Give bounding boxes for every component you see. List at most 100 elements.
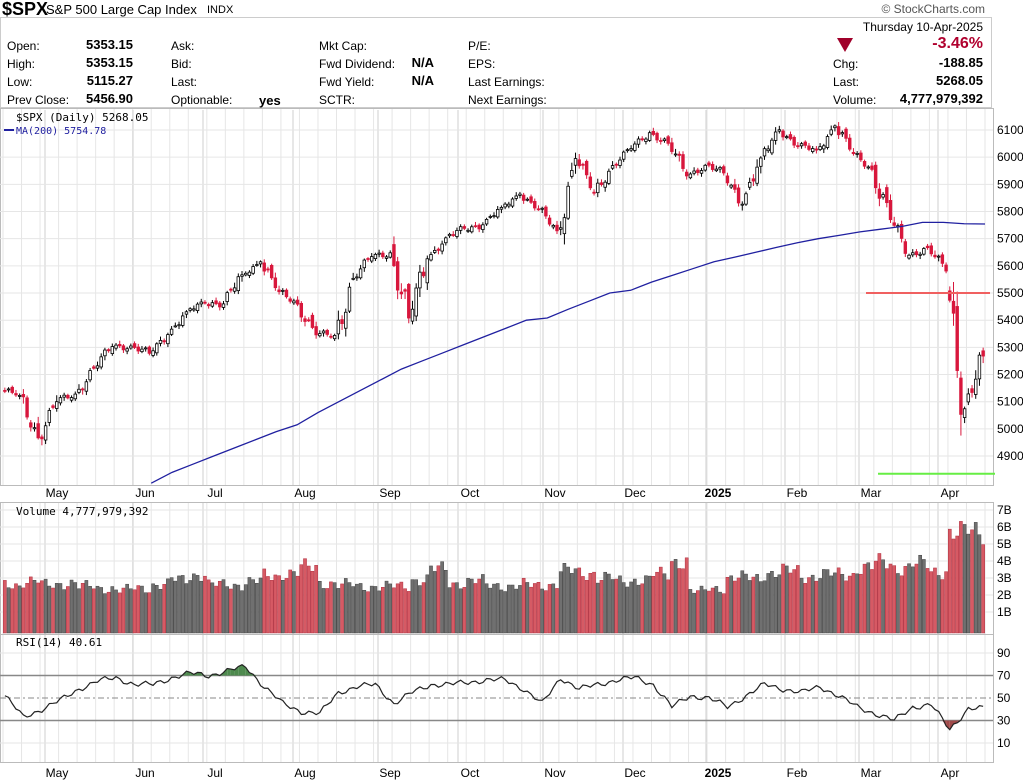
volume-bar: [69, 579, 74, 634]
volume-bar: [759, 581, 763, 634]
candle-body: [770, 139, 774, 154]
volume-bar: [28, 576, 33, 634]
volume-bar: [399, 581, 404, 634]
candle-body: [43, 425, 48, 441]
volume-bar: [822, 569, 826, 634]
volume-bar: [651, 576, 656, 634]
candle-body: [888, 200, 893, 221]
bid-label: Bid:: [171, 57, 192, 71]
volume-bar: [384, 580, 389, 634]
candle-body: [214, 300, 218, 305]
volume-bar: [192, 573, 196, 634]
price-tick-label: 6000: [997, 150, 1023, 164]
candle-body: [647, 132, 652, 141]
last-label: Last:: [833, 75, 860, 89]
volume-bar: [951, 538, 956, 634]
volume-bar: [310, 570, 315, 634]
candle-body: [151, 350, 155, 356]
volume-bar: [903, 566, 908, 634]
candle-body: [25, 397, 29, 418]
candle-body: [55, 401, 59, 409]
price-tick-label: 5900: [997, 177, 1023, 191]
candle-body: [403, 289, 407, 292]
down-triangle-icon: [837, 38, 853, 52]
candle-body: [325, 329, 329, 335]
volume-bar: [169, 577, 174, 634]
volume-bar: [673, 559, 678, 634]
volume-bar: [892, 565, 897, 634]
candle-body: [269, 265, 274, 279]
candle-body: [362, 259, 367, 269]
candle-body: [21, 394, 26, 398]
chg-label: Chg:: [833, 57, 859, 71]
volume-bar: [17, 585, 22, 634]
volume-bar: [125, 583, 129, 634]
volume-bar: [206, 579, 211, 634]
x-tick-label-top: Apr: [941, 486, 960, 500]
volume-bar: [84, 580, 89, 634]
candle-body: [618, 159, 622, 166]
candle-body: [636, 138, 641, 145]
volume-bar: [896, 573, 900, 634]
volume-bar: [243, 584, 248, 634]
volume-bar: [299, 564, 304, 634]
candle-body: [677, 153, 681, 156]
volume-bar: [351, 586, 355, 634]
volume-bar: [258, 577, 263, 634]
candle-body: [73, 393, 77, 400]
candle-body: [162, 340, 166, 343]
volume-bar: [962, 524, 967, 634]
candle-body: [859, 152, 863, 161]
volume-bar: [429, 565, 433, 634]
candle-body: [340, 319, 344, 324]
candle-body: [395, 261, 400, 291]
candle-body: [484, 219, 489, 225]
volume-bar: [184, 583, 189, 634]
candle-body: [240, 274, 244, 277]
volume-bar: [855, 573, 859, 634]
candle-body: [596, 182, 600, 194]
candle-body: [132, 343, 137, 348]
volume-bar: [881, 559, 885, 634]
brand-link[interactable]: © StockCharts.com: [881, 2, 985, 16]
volume-bar: [862, 563, 867, 634]
ma200-line: [150, 221, 986, 484]
candle-body: [140, 348, 144, 353]
quote-info-box: Thursday 10-Apr-2025 -3.46% Open: 5353.1…: [0, 17, 992, 108]
fwd-yield-value: N/A: [411, 73, 434, 88]
volume-bar: [540, 588, 544, 634]
volume-bar: [151, 583, 155, 634]
optionable-value: yes: [259, 93, 281, 108]
candle-body: [358, 268, 363, 279]
rsi-overbought-fill: [234, 666, 239, 676]
candle-body: [581, 163, 585, 166]
volume-bar: [225, 586, 229, 634]
volume-bar: [321, 588, 326, 634]
candle-body: [210, 302, 215, 307]
volume-bar: [699, 585, 704, 634]
volume-tick-label: 2B: [997, 588, 1012, 602]
candle-body: [166, 334, 170, 345]
volume-bar: [247, 577, 252, 634]
candle-body: [621, 151, 626, 160]
price-tick-label: 5700: [997, 232, 1023, 246]
candle-body: [862, 160, 867, 167]
volume-bar: [377, 590, 381, 634]
candle-body: [99, 356, 103, 368]
candle-body: [433, 249, 437, 253]
volume-bar: [884, 568, 889, 634]
candle-body: [659, 140, 663, 142]
candle-body: [955, 306, 959, 371]
volume-bar: [458, 588, 463, 634]
candle-body: [573, 158, 578, 166]
volume-bar: [707, 590, 711, 634]
candle-body: [810, 148, 815, 152]
volume-bar: [88, 586, 92, 634]
candle-body: [833, 125, 837, 129]
volume-bar: [440, 561, 444, 634]
candle-body: [321, 330, 326, 334]
candle-body: [488, 216, 492, 218]
volume-bar: [73, 582, 78, 634]
rsi-tick-label: 50: [997, 691, 1011, 705]
candle-body: [147, 346, 152, 354]
